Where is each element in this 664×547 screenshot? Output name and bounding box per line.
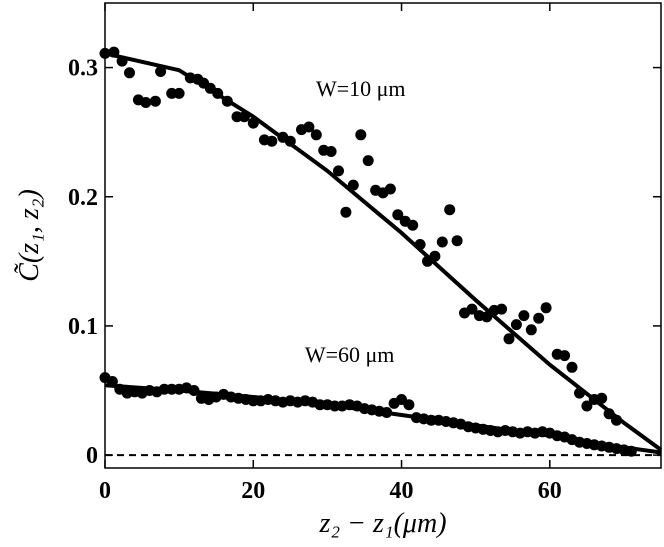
data-point-w10 [247, 117, 259, 129]
data-point-w10 [238, 111, 250, 123]
data-point-w10 [503, 333, 515, 345]
data-point-w10 [347, 179, 359, 191]
data-point-w10 [392, 209, 404, 221]
y-axis-label: C̃(z₁, z₂) [14, 189, 45, 282]
data-point-w10 [310, 129, 322, 141]
data-point-w10 [266, 135, 278, 147]
data-point-w10 [540, 302, 552, 314]
data-point-w10 [333, 165, 344, 177]
data-point-w10 [518, 310, 530, 322]
data-point-w10 [221, 95, 233, 107]
y-tick-label: 0.2 [68, 185, 98, 211]
data-point-w10 [116, 55, 128, 67]
data-point-w60 [381, 407, 393, 418]
data-point-w10 [603, 408, 615, 420]
data-point-w10 [173, 87, 185, 99]
data-point-w60 [188, 385, 200, 396]
axes-frame [104, 2, 662, 469]
y-tick-label: 0.1 [68, 314, 98, 340]
data-point-w10 [566, 361, 578, 373]
data-point-w10 [451, 235, 463, 247]
data-point-w10 [510, 319, 522, 331]
axes: 0 20 40 60 0 0.1 0.2 0.3 [68, 2, 662, 504]
data-point-w10 [436, 236, 448, 248]
y-tick-label: 0 [86, 443, 98, 469]
data-point-w10 [384, 183, 396, 195]
data-point-w10 [149, 95, 161, 107]
y-tick-label: 0.3 [68, 56, 98, 82]
data-point-w60 [106, 376, 118, 387]
data-point-w10 [284, 135, 296, 147]
x-tick-label: 20 [241, 478, 265, 504]
data-point-w10 [466, 303, 478, 315]
data-point-w10 [574, 387, 585, 399]
x-tick-label: 0 [99, 478, 111, 504]
data-point-w10 [559, 350, 571, 362]
data-point-w10 [303, 121, 315, 133]
data-point-w10 [611, 414, 622, 426]
annotation-w60: W=60 μm [305, 342, 395, 367]
annotation-w10: W=10 μm [316, 76, 406, 101]
data-point-w10 [325, 146, 337, 157]
data-point-w10 [362, 155, 374, 167]
data-point-w10 [340, 206, 352, 218]
data-point-w10 [155, 66, 167, 77]
x-tick-label: 40 [390, 478, 414, 504]
data-point-w10 [496, 303, 508, 315]
data-point-w10 [414, 239, 426, 250]
data-point-w60 [403, 399, 415, 411]
data-point-w10 [533, 312, 545, 324]
data-point-w10 [355, 129, 367, 141]
data-point-w10 [407, 219, 419, 231]
data-point-w10 [481, 311, 493, 323]
data-point-w60 [625, 445, 637, 457]
data-point-w10 [581, 400, 593, 412]
data-point-w10 [140, 97, 152, 108]
x-tick-label: 60 [538, 478, 562, 504]
x-axis-label: z₂ − z₁(μm) [318, 508, 446, 539]
data-point-w10 [124, 67, 135, 79]
data-point-w10 [596, 392, 608, 404]
data-point-w10 [525, 324, 537, 336]
data-point-w10 [108, 46, 120, 58]
data-point-w10 [212, 87, 224, 99]
data-point-w10 [444, 204, 456, 216]
data-point-w10 [429, 250, 441, 262]
plot-marks [99, 46, 663, 457]
labels: W=10 μm W=60 μm z₂ − z₁(μm) C̃(z₁, z₂) [14, 76, 447, 539]
